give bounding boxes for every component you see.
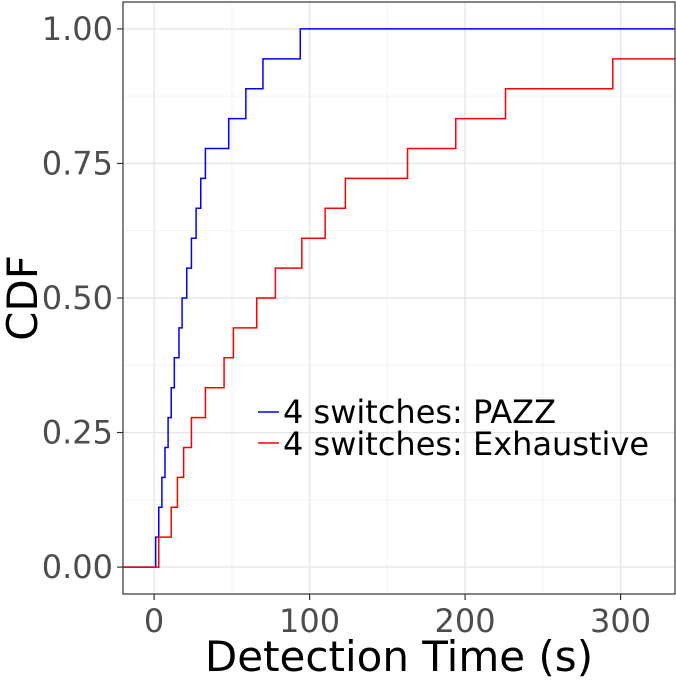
x-tick-label: 100 <box>279 602 340 640</box>
x-tick-label: 0 <box>144 602 164 640</box>
y-tick-label: 0.25 <box>42 414 113 452</box>
x-axis-title: Detection Time (s) <box>205 632 593 681</box>
y-tick-label: 0.00 <box>42 548 113 586</box>
y-axis-title: CDF <box>0 255 47 341</box>
series-line-pazz <box>123 28 675 568</box>
grid-major <box>123 2 675 594</box>
series-line-exhaustive <box>123 58 675 568</box>
x-tick-label: 200 <box>435 602 496 640</box>
x-axis: 0 100 200 300 <box>144 594 651 640</box>
x-tick-label: 300 <box>590 602 651 640</box>
y-tick-label: 0.50 <box>42 279 113 317</box>
legend: 4 switches: PAZZ 4 switches: Exhaustive <box>258 393 649 463</box>
y-axis: 0.00 0.25 0.50 0.75 1.00 <box>42 10 123 586</box>
legend-label-exhaustive: 4 switches: Exhaustive <box>283 425 649 463</box>
legend-label-pazz: 4 switches: PAZZ <box>283 393 556 431</box>
y-tick-label: 1.00 <box>42 10 113 48</box>
series-lines <box>123 28 675 568</box>
y-tick-label: 0.75 <box>42 144 113 182</box>
